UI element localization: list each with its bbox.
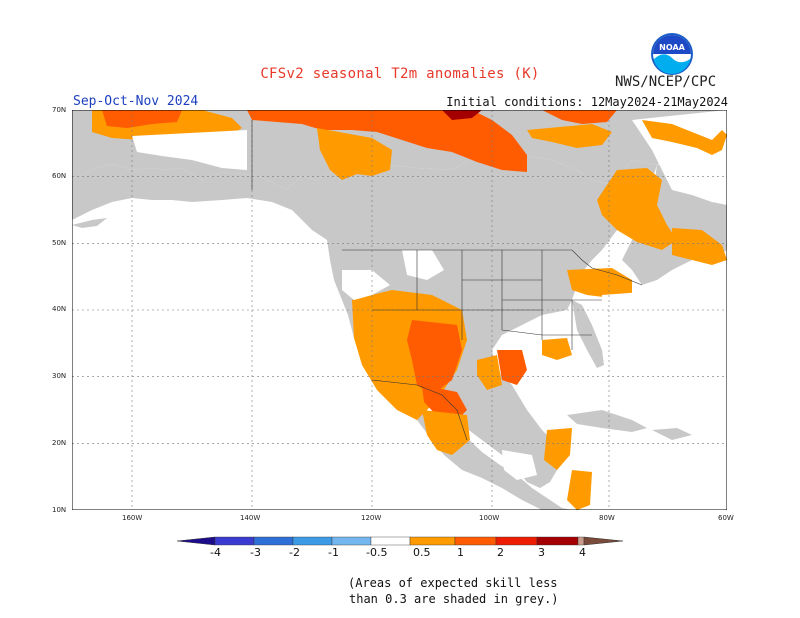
anomaly-patch bbox=[502, 450, 537, 480]
border-line bbox=[501, 250, 543, 336]
lon-label-140w: 140W bbox=[240, 514, 261, 522]
anomaly-patch bbox=[497, 350, 527, 385]
lon-label-120w: 120W bbox=[361, 514, 382, 522]
lat-label-60n: 60N bbox=[52, 172, 67, 180]
political-borders bbox=[251, 120, 643, 441]
colorbar-tick: 1 bbox=[457, 546, 464, 559]
anomaly-patch bbox=[132, 130, 247, 170]
anomaly-patch bbox=[597, 168, 677, 250]
anomaly-patch bbox=[642, 120, 727, 155]
lon-label-80w: 80W bbox=[599, 514, 615, 522]
colorbar bbox=[176, 536, 624, 546]
colorbar-tick: -1 bbox=[328, 546, 339, 559]
noaa-logo-text: NOAA bbox=[659, 43, 685, 52]
colorbar-segment bbox=[253, 536, 294, 546]
anomaly-layer bbox=[92, 110, 727, 510]
anomaly-patch bbox=[402, 250, 444, 280]
lat-label-50n: 50N bbox=[52, 239, 67, 247]
skill-note-line-1: (Areas of expected skill less bbox=[348, 576, 558, 590]
lat-label-10n: 10N bbox=[52, 506, 67, 514]
colorbar-tick: -0.5 bbox=[366, 546, 388, 559]
anomaly-patch bbox=[544, 428, 572, 470]
colorbar-segment bbox=[536, 536, 579, 546]
map-canvas bbox=[72, 110, 727, 510]
lat-label-30n: 30N bbox=[52, 372, 67, 380]
colorbar-segment bbox=[495, 536, 538, 546]
lon-label-60w: 60W bbox=[718, 514, 734, 522]
anomaly-patch bbox=[527, 124, 612, 148]
anomaly-patch bbox=[247, 110, 527, 172]
colorbar-segment bbox=[214, 536, 255, 546]
lat-label-20n: 20N bbox=[52, 439, 67, 447]
anomaly-patch bbox=[602, 292, 642, 315]
anomaly-patch bbox=[477, 355, 502, 390]
anomaly-patch bbox=[567, 470, 592, 510]
colorbar-tick: 3 bbox=[538, 546, 545, 559]
noaa-logo: NOAA bbox=[651, 33, 693, 75]
colorbar-tick: 2 bbox=[497, 546, 504, 559]
lat-label-70n: 70N bbox=[52, 106, 67, 114]
skill-note-line-2: than 0.3 are shaded in grey.) bbox=[349, 592, 559, 606]
land-shape bbox=[652, 428, 692, 440]
colorbar-segment bbox=[577, 536, 585, 546]
anomaly-patch bbox=[442, 110, 482, 120]
anomaly-patch bbox=[542, 338, 572, 360]
anomaly-patch bbox=[542, 110, 617, 124]
anomaly-map bbox=[72, 110, 727, 510]
lon-label-160w: 160W bbox=[122, 514, 143, 522]
anomaly-patch bbox=[672, 228, 727, 265]
colorbar-arrow-right bbox=[583, 536, 624, 546]
colorbar-arrow-left bbox=[176, 536, 216, 546]
colorbar-tick: 4 bbox=[579, 546, 586, 559]
initial-conditions: Initial conditions: 12May2024-21May2024 bbox=[446, 95, 728, 109]
anomaly-patch bbox=[422, 410, 470, 455]
colorbar-segment bbox=[454, 536, 497, 546]
colorbar-segment bbox=[331, 536, 372, 546]
anomaly-patch bbox=[407, 320, 462, 395]
colorbar-segment bbox=[409, 536, 456, 546]
border-line bbox=[571, 249, 643, 286]
agency-label: NWS/NCEP/CPC bbox=[615, 74, 717, 90]
colorbar-tick: 0.5 bbox=[413, 546, 431, 559]
border-line bbox=[371, 379, 468, 441]
land-shape bbox=[572, 300, 604, 368]
anomaly-patch bbox=[342, 270, 390, 300]
map-title: CFSv2 seasonal T2m anomalies (K) bbox=[260, 66, 540, 82]
colorbar-segment bbox=[370, 536, 411, 546]
colorbar-tick: -2 bbox=[289, 546, 300, 559]
land-shape bbox=[72, 218, 107, 228]
colorbar-tick: -3 bbox=[250, 546, 261, 559]
lat-label-40n: 40N bbox=[52, 305, 67, 313]
colorbar-segment bbox=[292, 536, 333, 546]
anomaly-patch bbox=[317, 128, 392, 180]
forecast-period: Sep-Oct-Nov 2024 bbox=[73, 94, 199, 109]
colorbar-tick: -4 bbox=[210, 546, 221, 559]
lon-label-100w: 100W bbox=[479, 514, 500, 522]
land-shape bbox=[567, 410, 647, 432]
anomaly-patch bbox=[567, 268, 632, 298]
anomaly-patch bbox=[102, 110, 182, 128]
